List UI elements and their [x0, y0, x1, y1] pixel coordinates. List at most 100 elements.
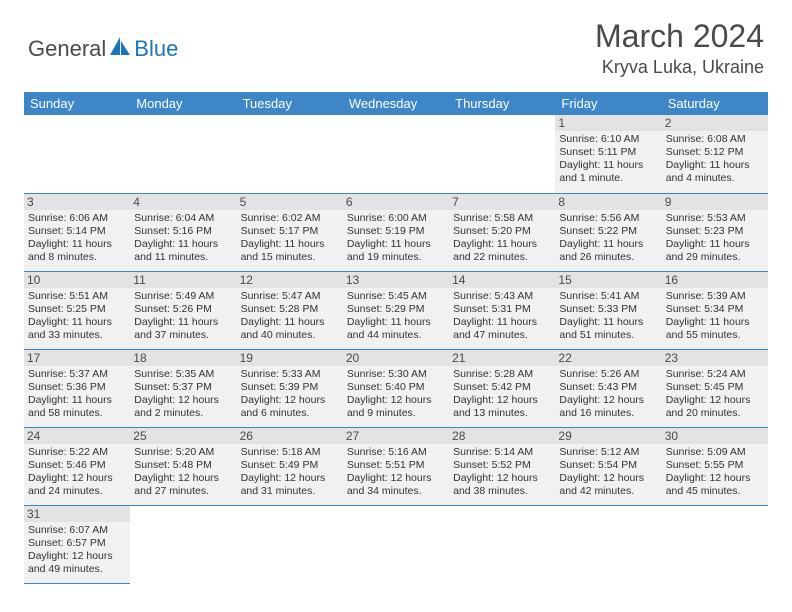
calendar-cell: 21Sunrise: 5:28 AMSunset: 5:42 PMDayligh… — [449, 349, 555, 427]
sunrise: Sunrise: 5:49 AM — [134, 290, 232, 303]
calendar-cell: 1Sunrise: 6:10 AMSunset: 5:11 PMDaylight… — [555, 115, 661, 193]
sunset: Sunset: 5:16 PM — [134, 225, 232, 238]
calendar-cell: 7 Sunrise: 5:58 AMSunset: 5:20 PMDaylight… — [449, 193, 555, 271]
sunset: Sunset: 5:23 PM — [666, 225, 764, 238]
day-info: Sunrise: 5:49 AMSunset: 5:26 PMDaylight:… — [134, 290, 232, 343]
day-number: 15 — [555, 272, 661, 288]
month-title: March 2024 — [595, 18, 764, 55]
logo: General Blue — [28, 36, 178, 62]
calendar-cell: 31Sunrise: 6:07 AMSunset: 6:57 PMDayligh… — [24, 505, 130, 583]
sunset: Sunset: 5:40 PM — [347, 381, 445, 394]
day-number: 28 — [449, 428, 555, 444]
daylight: Daylight: 11 hours and 22 minutes. — [453, 238, 551, 264]
daylight: Daylight: 12 hours and 31 minutes. — [241, 472, 339, 498]
day-info: Sunrise: 6:04 AMSunset: 5:16 PMDaylight:… — [134, 212, 232, 265]
daylight: Daylight: 11 hours and 40 minutes. — [241, 316, 339, 342]
sail-icon — [110, 37, 132, 60]
calendar-cell — [130, 505, 236, 583]
day-number: 29 — [555, 428, 661, 444]
weekday-header: Wednesday — [343, 92, 449, 115]
day-number: 5 — [237, 194, 343, 210]
calendar-cell — [130, 115, 236, 193]
calendar-cell — [237, 115, 343, 193]
day-number: 16 — [662, 272, 768, 288]
sunrise: Sunrise: 5:28 AM — [453, 368, 551, 381]
daylight: Daylight: 11 hours and 58 minutes. — [28, 394, 126, 420]
day-info: Sunrise: 5:37 AMSunset: 5:36 PMDaylight:… — [28, 368, 126, 421]
sunrise: Sunrise: 5:14 AM — [453, 446, 551, 459]
day-number: 26 — [237, 428, 343, 444]
calendar-cell: 10Sunrise: 5:51 AMSunset: 5:25 PMDayligh… — [24, 271, 130, 349]
sunrise: Sunrise: 5:35 AM — [134, 368, 232, 381]
daylight: Daylight: 12 hours and 38 minutes. — [453, 472, 551, 498]
day-info: Sunrise: 5:45 AMSunset: 5:29 PMDaylight:… — [347, 290, 445, 343]
daylight: Daylight: 12 hours and 24 minutes. — [28, 472, 126, 498]
sunrise: Sunrise: 5:56 AM — [559, 212, 657, 225]
day-number: 8 — [555, 194, 661, 210]
sunset: Sunset: 5:54 PM — [559, 459, 657, 472]
calendar-cell: 14Sunrise: 5:43 AMSunset: 5:31 PMDayligh… — [449, 271, 555, 349]
day-info: Sunrise: 5:14 AMSunset: 5:52 PMDaylight:… — [453, 446, 551, 499]
calendar-cell: 26Sunrise: 5:18 AMSunset: 5:49 PMDayligh… — [237, 427, 343, 505]
weekday-header: Sunday — [24, 92, 130, 115]
calendar-week: 24Sunrise: 5:22 AMSunset: 5:46 PMDayligh… — [24, 427, 768, 505]
sunset: Sunset: 5:14 PM — [28, 225, 126, 238]
calendar-cell — [343, 115, 449, 193]
calendar-cell: 27Sunrise: 5:16 AMSunset: 5:51 PMDayligh… — [343, 427, 449, 505]
day-number: 12 — [237, 272, 343, 288]
day-info: Sunrise: 6:00 AMSunset: 5:19 PMDaylight:… — [347, 212, 445, 265]
calendar-cell: 11Sunrise: 5:49 AMSunset: 5:26 PMDayligh… — [130, 271, 236, 349]
daylight: Daylight: 11 hours and 15 minutes. — [241, 238, 339, 264]
day-info: Sunrise: 5:12 AMSunset: 5:54 PMDaylight:… — [559, 446, 657, 499]
daylight: Daylight: 12 hours and 13 minutes. — [453, 394, 551, 420]
day-info: Sunrise: 6:08 AMSunset: 5:12 PMDaylight:… — [666, 133, 764, 186]
day-info: Sunrise: 6:07 AMSunset: 6:57 PMDaylight:… — [28, 524, 126, 577]
day-number: 17 — [24, 350, 130, 366]
sunrise: Sunrise: 5:22 AM — [28, 446, 126, 459]
daylight: Daylight: 11 hours and 1 minute. — [559, 159, 657, 185]
day-number: 3 — [24, 194, 130, 210]
day-number: 27 — [343, 428, 449, 444]
weekday-header: Thursday — [449, 92, 555, 115]
sunset: Sunset: 5:31 PM — [453, 303, 551, 316]
calendar-week: 17 Sunrise: 5:37 AMSunset: 5:36 PMDayligh… — [24, 349, 768, 427]
sunset: Sunset: 6:57 PM — [28, 537, 126, 550]
day-number: 19 — [237, 350, 343, 366]
sunrise: Sunrise: 5:53 AM — [666, 212, 764, 225]
calendar-cell: 8Sunrise: 5:56 AMSunset: 5:22 PMDaylight… — [555, 193, 661, 271]
daylight: Daylight: 11 hours and 55 minutes. — [666, 316, 764, 342]
day-info: Sunrise: 5:30 AMSunset: 5:40 PMDaylight:… — [347, 368, 445, 421]
daylight: Daylight: 11 hours and 8 minutes. — [28, 238, 126, 264]
day-number: 4 — [130, 194, 236, 210]
calendar-cell: 9Sunrise: 5:53 AMSunset: 5:23 PMDaylight… — [662, 193, 768, 271]
calendar-cell: 6Sunrise: 6:00 AMSunset: 5:19 PMDaylight… — [343, 193, 449, 271]
sunrise: Sunrise: 5:20 AM — [134, 446, 232, 459]
calendar-cell: 30Sunrise: 5:09 AMSunset: 5:55 PMDayligh… — [662, 427, 768, 505]
day-info: Sunrise: 5:09 AMSunset: 5:55 PMDaylight:… — [666, 446, 764, 499]
daylight: Daylight: 11 hours and 37 minutes. — [134, 316, 232, 342]
day-info: Sunrise: 5:58 AMSunset: 5:20 PMDaylight:… — [453, 212, 551, 265]
daylight: Daylight: 12 hours and 45 minutes. — [666, 472, 764, 498]
calendar-cell: 22Sunrise: 5:26 AMSunset: 5:43 PMDayligh… — [555, 349, 661, 427]
daylight: Daylight: 12 hours and 6 minutes. — [241, 394, 339, 420]
sunrise: Sunrise: 5:37 AM — [28, 368, 126, 381]
title-block: March 2024 Kryva Luka, Ukraine — [595, 18, 764, 78]
calendar-cell: 16Sunrise: 5:39 AMSunset: 5:34 PMDayligh… — [662, 271, 768, 349]
sunrise: Sunrise: 5:30 AM — [347, 368, 445, 381]
daylight: Daylight: 12 hours and 42 minutes. — [559, 472, 657, 498]
sunset: Sunset: 5:20 PM — [453, 225, 551, 238]
daylight: Daylight: 11 hours and 11 minutes. — [134, 238, 232, 264]
calendar-cell: 13Sunrise: 5:45 AMSunset: 5:29 PMDayligh… — [343, 271, 449, 349]
day-number: 7 — [449, 194, 555, 210]
daylight: Daylight: 11 hours and 47 minutes. — [453, 316, 551, 342]
day-info: Sunrise: 5:24 AMSunset: 5:45 PMDaylight:… — [666, 368, 764, 421]
calendar-table: Sunday Monday Tuesday Wednesday Thursday… — [24, 92, 768, 584]
sunrise: Sunrise: 5:51 AM — [28, 290, 126, 303]
sunset: Sunset: 5:37 PM — [134, 381, 232, 394]
daylight: Daylight: 11 hours and 4 minutes. — [666, 159, 764, 185]
day-info: Sunrise: 5:43 AMSunset: 5:31 PMDaylight:… — [453, 290, 551, 343]
day-info: Sunrise: 6:06 AMSunset: 5:14 PMDaylight:… — [28, 212, 126, 265]
sunset: Sunset: 5:22 PM — [559, 225, 657, 238]
daylight: Daylight: 12 hours and 9 minutes. — [347, 394, 445, 420]
daylight: Daylight: 12 hours and 27 minutes. — [134, 472, 232, 498]
